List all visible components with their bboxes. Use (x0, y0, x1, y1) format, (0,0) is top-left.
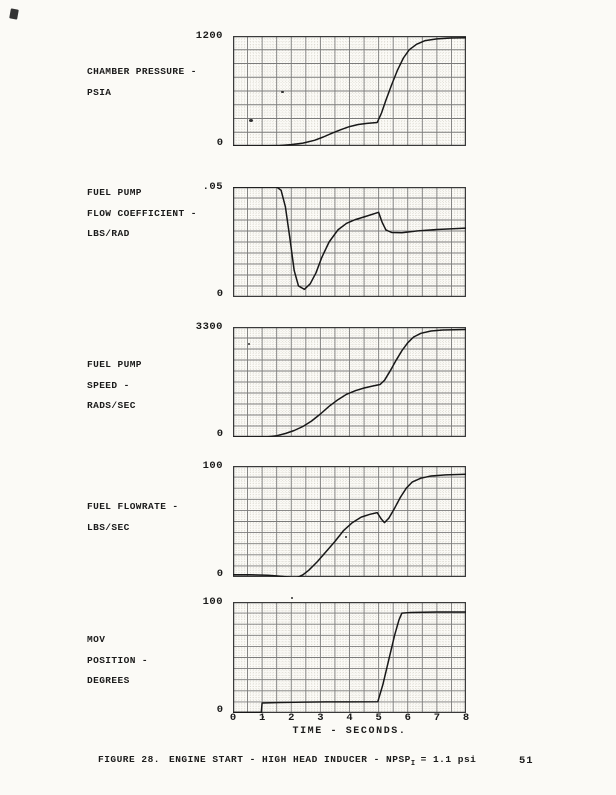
scan-speck (248, 343, 250, 345)
figure-caption-text: ENGINE START - HIGH HEAD INDUCER - NPSP (169, 754, 411, 765)
x-tick-label-5: 5 (375, 712, 382, 724)
chart-row-5: MOV POSITION - DEGREES 100 0 (0, 596, 616, 716)
x-axis-title: TIME - SECONDS. (292, 726, 407, 737)
plot-border (233, 602, 466, 713)
major-grid (233, 327, 466, 437)
chart-y-axis-title-line: MOV (87, 634, 106, 645)
figure-caption-subscript: I (410, 760, 416, 768)
line-chart-svg (233, 36, 466, 146)
plot-area (233, 466, 466, 577)
line-chart-svg (233, 466, 466, 577)
x-tick-label-0: 0 (229, 712, 237, 724)
chart-y-axis-title: FUEL FLOWRATE - LBS/SEC (87, 497, 179, 538)
line-chart-svg (233, 327, 466, 437)
chart-y-axis-title-line: LBS/RAD (87, 228, 130, 239)
y-axis-zero-label: 0 (216, 137, 223, 149)
chart-y-axis-title: MOV POSITION - DEGREES (87, 630, 148, 692)
chart-y-axis-title-line: FUEL FLOWRATE - (87, 501, 179, 512)
x-tick-label-4: 4 (346, 712, 353, 724)
figure-caption-number: FIGURE 28. (98, 754, 161, 765)
chart-y-axis-title-line: PSIA (87, 86, 112, 98)
y-axis-max-label: .05 (202, 181, 223, 193)
chart-y-axis-title-line: CHAMBER PRESSURE - (87, 66, 197, 77)
scan-speck (281, 91, 284, 93)
data-curve (233, 187, 466, 291)
chart-y-axis-title-line: FUEL PUMP (87, 359, 142, 370)
scan-speck (291, 597, 293, 599)
chart-y-axis-title: FUEL PUMP SPEED - RADS/SEC (87, 355, 142, 417)
y-axis-max-label: 100 (202, 460, 223, 472)
chart-row-1: CHAMBER PRESSURE - PSIA 1200 0 (0, 30, 616, 149)
plot-area (233, 602, 466, 713)
plot-area (233, 36, 466, 146)
plot-area (233, 327, 466, 437)
x-tick-label-7: 7 (433, 712, 441, 724)
x-tick-label-6: 6 (404, 712, 411, 724)
x-tick-label-8: 8 (462, 712, 470, 724)
data-curve (233, 611, 466, 713)
chart-row-2: FUEL PUMP FLOW COEFFICIENT - LBS/RAD .05 0 (0, 181, 616, 300)
chart-row-4: FUEL FLOWRATE - LBS/SEC 100 0 (0, 460, 616, 580)
x-tick-label-1: 1 (258, 712, 266, 724)
plot-border (233, 187, 466, 297)
y-axis-zero-label: 0 (216, 428, 223, 440)
chart-y-axis-title-line: LBS/SEC (87, 521, 130, 533)
chart-y-axis-title-line: FLOW COEFFICIENT - (87, 207, 197, 219)
y-axis-max-label: 3300 (195, 321, 223, 333)
plot-border (233, 327, 466, 437)
major-grid (233, 602, 466, 713)
x-tick-label-2: 2 (288, 712, 295, 724)
y-axis-zero-label: 0 (216, 704, 223, 716)
chart-row-3: FUEL PUMP SPEED - RADS/SEC 3300 0 (0, 321, 616, 440)
y-axis-max-label: 100 (202, 596, 223, 608)
chart-y-axis-title-line: POSITION - (87, 654, 149, 666)
plot-border (233, 466, 466, 577)
chart-y-axis-title: FUEL PUMP FLOW COEFFICIENT - LBS/RAD (87, 183, 197, 245)
figure-caption-value: = 1.1 psi (420, 754, 477, 765)
major-grid (233, 36, 466, 146)
major-grid (233, 466, 466, 577)
data-curve (233, 36, 466, 146)
x-axis-ticks: 0 1 2 3 4 5 6 7 8 (0, 712, 616, 726)
figure-caption: FIGURE 28. ENGINE START - HIGH HEAD INDUC… (98, 754, 476, 768)
y-axis-zero-label: 0 (216, 568, 223, 580)
page-number: 51 (519, 755, 534, 767)
data-curve (233, 473, 466, 577)
scan-speck (345, 536, 347, 538)
line-chart-svg (233, 602, 466, 713)
scan-speck (249, 119, 253, 122)
y-axis-max-label: 1200 (195, 30, 223, 42)
scan-artifact-mark (9, 8, 19, 20)
chart-y-axis-title: CHAMBER PRESSURE - PSIA (87, 62, 197, 103)
plot-border (233, 36, 466, 146)
chart-y-axis-title-line: FUEL PUMP (87, 187, 142, 198)
data-curve (233, 328, 466, 437)
chart-y-axis-title-line: RADS/SEC (87, 400, 136, 411)
chart-y-axis-title-line: SPEED - (87, 379, 130, 391)
chart-y-axis-title-line: DEGREES (87, 675, 130, 686)
y-axis-zero-label: 0 (216, 288, 223, 300)
major-grid (233, 187, 466, 297)
line-chart-svg (233, 187, 466, 297)
plot-area (233, 187, 466, 297)
scan-speck (262, 716, 264, 718)
x-tick-label-3: 3 (317, 712, 324, 724)
